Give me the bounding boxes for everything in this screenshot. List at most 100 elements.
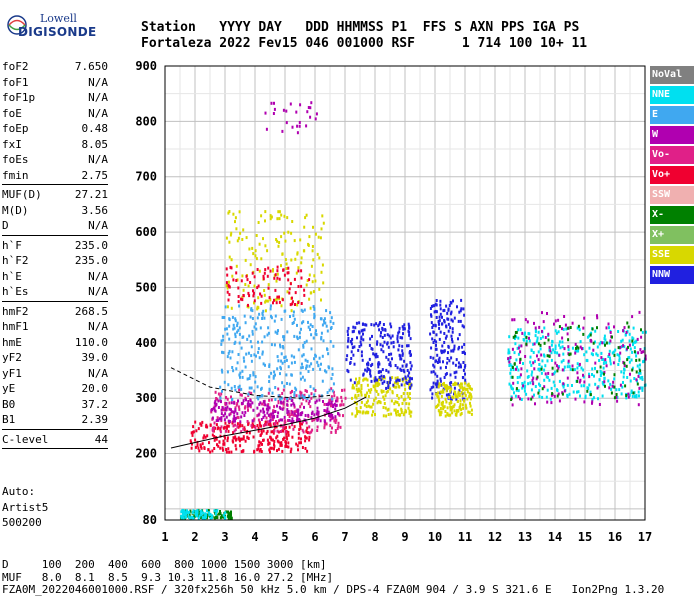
echo-point — [401, 352, 404, 356]
echo-point — [289, 450, 292, 454]
echo-point — [303, 249, 306, 253]
echo-point — [352, 353, 355, 357]
echo-point — [550, 351, 553, 355]
echo-point — [309, 405, 312, 409]
param-name: M(D) — [2, 203, 29, 217]
echo-point — [294, 257, 297, 261]
echo-point — [576, 376, 579, 380]
echo-point — [561, 327, 563, 331]
echo-point — [360, 337, 363, 341]
param-value: N/A — [88, 285, 108, 298]
echo-point — [447, 386, 450, 390]
echo-point — [451, 330, 454, 334]
echo-point — [227, 298, 230, 302]
echo-point — [297, 413, 300, 417]
echo-point — [259, 292, 262, 296]
echo-point — [445, 324, 447, 328]
echo-point — [402, 398, 405, 402]
echo-point — [268, 406, 271, 410]
echo-point — [637, 390, 640, 394]
echo-point — [381, 376, 384, 380]
echo-point — [512, 381, 515, 385]
echo-point — [237, 353, 240, 356]
echo-point — [378, 378, 381, 381]
echo-point — [229, 356, 232, 360]
echo-point — [315, 399, 318, 403]
echo-point — [234, 419, 236, 423]
echo-point — [305, 389, 308, 393]
echo-point — [436, 361, 439, 364]
echo-point — [221, 406, 224, 410]
echo-point — [576, 366, 579, 370]
echo-point — [455, 382, 458, 386]
echo-point — [364, 323, 367, 327]
echo-point — [567, 338, 570, 342]
echo-point — [581, 347, 583, 351]
echo-point — [558, 340, 561, 344]
echo-point — [517, 346, 520, 350]
echo-point — [635, 354, 638, 358]
echo-point — [310, 101, 313, 105]
echo-point — [508, 382, 511, 386]
echo-point — [460, 408, 463, 412]
echo-point — [574, 351, 577, 355]
echo-point — [466, 390, 469, 394]
echo-point — [365, 401, 368, 405]
echo-point — [397, 413, 400, 417]
echo-point — [642, 359, 645, 363]
echo-point — [310, 416, 313, 420]
echo-point — [200, 423, 203, 427]
echo-point — [276, 272, 279, 276]
echo-point — [305, 124, 308, 128]
echo-point — [409, 386, 412, 389]
echo-point — [571, 346, 574, 350]
x-tick-label: 4 — [251, 530, 258, 544]
echo-point — [519, 397, 521, 401]
echo-point — [280, 304, 283, 308]
echo-point — [583, 384, 585, 388]
echo-point — [389, 381, 391, 385]
echo-point — [256, 316, 259, 320]
x-tick-label: 3 — [221, 530, 228, 544]
echo-point — [231, 398, 233, 401]
echo-point — [282, 338, 285, 342]
echo-point — [515, 367, 517, 371]
echo-point — [391, 376, 394, 380]
echo-point — [400, 411, 403, 414]
echo-point — [644, 330, 647, 334]
echo-point — [311, 428, 314, 432]
echo-point — [436, 380, 439, 384]
echo-point — [402, 413, 405, 417]
echo-point — [360, 387, 363, 391]
echo-point — [259, 423, 262, 427]
echo-point — [445, 372, 448, 376]
param-name: foEs — [2, 153, 29, 166]
echo-point — [580, 366, 583, 370]
echo-point — [270, 398, 273, 402]
echo-point — [637, 403, 640, 407]
legend-item-x: X- — [650, 206, 694, 224]
echo-point — [345, 358, 348, 362]
echo-point — [577, 346, 580, 350]
echo-point — [589, 393, 592, 397]
echo-point — [312, 336, 315, 340]
echo-point — [407, 406, 410, 410]
param-row: M(D) 3.56 — [2, 203, 108, 219]
echo-point — [282, 426, 285, 429]
echo-point — [200, 509, 203, 513]
param-value: N/A — [88, 320, 108, 333]
echo-point — [431, 337, 434, 341]
echo-point — [284, 258, 287, 262]
echo-point — [291, 417, 294, 421]
echo-point — [331, 389, 334, 393]
y-tick-label: 800 — [135, 114, 157, 128]
echo-point — [519, 373, 522, 377]
echo-point — [318, 394, 321, 398]
echo-point — [391, 334, 394, 338]
echo-point — [574, 397, 577, 401]
echo-point — [269, 298, 272, 302]
echo-point — [562, 352, 565, 356]
echo-point — [543, 378, 546, 382]
echo-point — [275, 425, 278, 429]
echo-point — [282, 402, 285, 406]
